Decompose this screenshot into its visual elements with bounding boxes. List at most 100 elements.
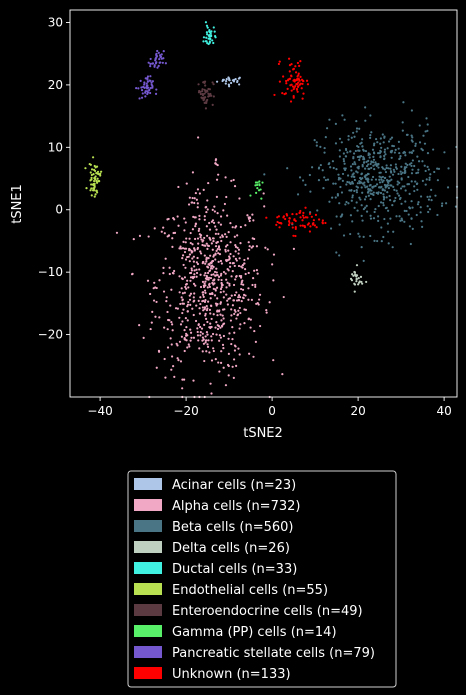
data-point-series-1 xyxy=(208,269,211,273)
data-point-series-2 xyxy=(436,179,439,182)
data-point-series-1 xyxy=(194,223,197,226)
data-point-series-9 xyxy=(298,64,301,67)
data-point-series-9 xyxy=(315,226,318,229)
data-point-series-2 xyxy=(377,215,380,218)
data-point-series-1 xyxy=(214,258,217,261)
data-point-series-6 xyxy=(206,98,209,102)
data-point-series-8 xyxy=(139,79,142,82)
data-point-series-2 xyxy=(377,191,380,194)
data-point-series-1 xyxy=(198,268,201,271)
data-point-series-1 xyxy=(219,287,223,291)
data-point-series-1 xyxy=(191,257,194,260)
data-point-series-2 xyxy=(403,209,406,212)
data-point-series-1 xyxy=(220,319,223,322)
data-point-series-8 xyxy=(145,84,148,88)
data-point-series-8 xyxy=(149,75,152,78)
data-point-series-1 xyxy=(271,263,274,266)
data-point-series-9 xyxy=(310,215,313,218)
legend-swatch xyxy=(134,625,162,637)
data-point-series-1 xyxy=(178,340,182,343)
data-point-series-2 xyxy=(382,167,385,170)
data-point-series-2 xyxy=(361,191,364,194)
data-point-series-5 xyxy=(91,156,95,159)
data-point-series-2 xyxy=(355,191,359,194)
data-point-series-8 xyxy=(138,97,141,100)
data-point-series-2 xyxy=(413,189,416,193)
data-point-series-9 xyxy=(312,219,315,222)
data-point-series-1 xyxy=(178,247,181,250)
data-point-series-1 xyxy=(231,226,234,229)
data-point-series-9 xyxy=(297,81,300,84)
data-point-series-2 xyxy=(374,184,377,188)
data-point-series-2 xyxy=(358,158,361,162)
data-point-series-1 xyxy=(184,221,187,224)
data-point-series-1 xyxy=(184,266,187,269)
legend-label: Gamma (PP) cells (n=14) xyxy=(172,625,337,640)
data-point-series-4 xyxy=(202,40,205,43)
data-point-series-1 xyxy=(272,279,275,282)
data-point-series-1 xyxy=(218,370,221,373)
data-point-series-5 xyxy=(94,193,97,196)
data-point-series-1 xyxy=(183,229,186,232)
data-point-series-5 xyxy=(98,180,101,183)
data-point-series-2 xyxy=(406,133,409,136)
data-point-series-1 xyxy=(243,258,246,262)
data-point-series-1 xyxy=(195,275,198,278)
data-point-series-1 xyxy=(251,213,254,216)
data-point-series-1 xyxy=(232,261,235,265)
data-point-series-2 xyxy=(387,186,390,190)
data-point-series-1 xyxy=(181,387,184,390)
data-point-series-2 xyxy=(392,144,395,148)
data-point-series-1 xyxy=(238,197,241,200)
data-point-series-2 xyxy=(351,194,354,197)
data-point-series-1 xyxy=(239,225,242,229)
data-point-series-2 xyxy=(353,178,356,182)
data-point-series-8 xyxy=(151,85,154,88)
data-point-series-1 xyxy=(240,287,243,291)
data-point-series-1 xyxy=(172,365,175,368)
data-point-series-2 xyxy=(337,178,340,181)
data-point-series-1 xyxy=(187,300,190,304)
data-point-series-1 xyxy=(217,173,220,176)
data-point-series-9 xyxy=(294,219,297,223)
data-point-series-2 xyxy=(364,167,367,170)
data-point-series-4 xyxy=(206,33,209,36)
data-point-series-1 xyxy=(196,330,199,334)
data-point-series-1 xyxy=(181,378,184,381)
data-point-series-1 xyxy=(115,231,119,234)
data-point-series-2 xyxy=(426,123,429,126)
data-point-series-9 xyxy=(265,216,268,219)
data-point-series-2 xyxy=(379,191,383,195)
data-point-series-1 xyxy=(268,301,271,304)
data-point-series-1 xyxy=(248,248,251,251)
data-point-series-2 xyxy=(367,163,370,166)
data-point-series-3 xyxy=(365,280,368,284)
data-point-series-1 xyxy=(238,274,241,278)
data-point-series-2 xyxy=(341,114,344,117)
data-point-series-2 xyxy=(356,182,359,185)
data-point-series-2 xyxy=(365,210,369,213)
data-point-series-1 xyxy=(238,257,241,260)
data-point-series-1 xyxy=(264,246,267,249)
data-point-series-1 xyxy=(222,296,225,299)
data-point-series-2 xyxy=(345,200,348,204)
data-point-series-2 xyxy=(396,180,399,183)
data-point-series-2 xyxy=(425,178,428,181)
data-point-series-2 xyxy=(420,147,423,150)
data-point-series-9 xyxy=(299,60,302,63)
legend-swatch xyxy=(134,520,162,532)
legend-swatch xyxy=(134,541,162,553)
data-point-series-2 xyxy=(377,219,380,223)
data-point-series-1 xyxy=(237,248,241,251)
data-point-series-1 xyxy=(186,303,190,306)
data-point-series-1 xyxy=(188,248,192,251)
data-point-series-2 xyxy=(411,136,414,139)
data-point-series-1 xyxy=(204,341,207,344)
data-point-series-1 xyxy=(242,296,245,300)
data-point-series-2 xyxy=(395,215,398,218)
data-point-series-8 xyxy=(135,87,138,90)
data-point-series-1 xyxy=(212,265,215,269)
data-point-series-1 xyxy=(243,262,246,265)
data-point-series-2 xyxy=(353,189,356,193)
data-point-series-1 xyxy=(182,240,185,243)
